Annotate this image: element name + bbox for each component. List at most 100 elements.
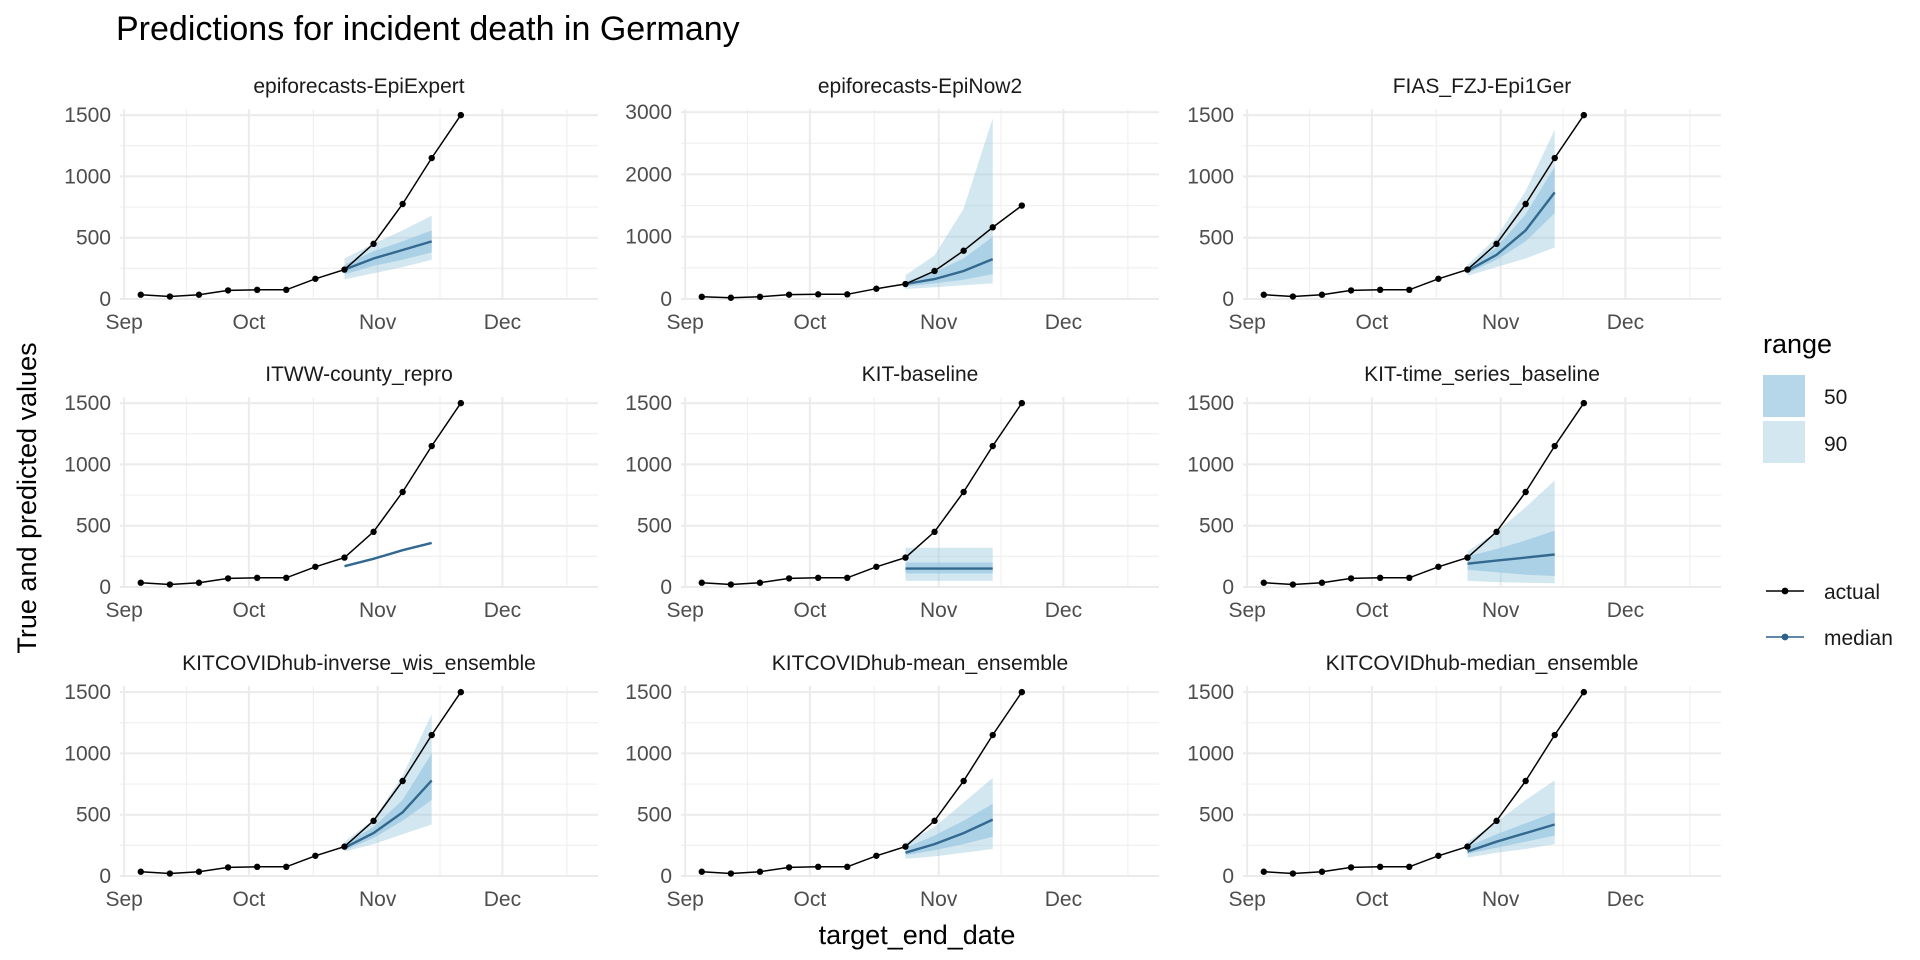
- x-tick-label: Nov: [920, 888, 958, 911]
- actual-point: [1347, 575, 1355, 582]
- x-tick-label: Sep: [666, 599, 703, 622]
- x-tick-label: Dec: [1045, 888, 1082, 911]
- actual-point: [428, 442, 435, 450]
- legend-key-actual-point: [1781, 587, 1789, 595]
- actual-point: [195, 291, 203, 298]
- x-axis-title: target_end_date: [819, 920, 1016, 950]
- x-tick-label: Dec: [484, 888, 521, 911]
- actual-point: [370, 817, 377, 825]
- actual-point: [873, 285, 880, 292]
- actual-point: [1435, 563, 1442, 570]
- actual-line: [1263, 402, 1585, 586]
- y-tick-label: 0: [99, 288, 111, 311]
- x-tick-label: Oct: [794, 888, 827, 911]
- actual-point: [960, 488, 967, 496]
- y-tick-label: 1500: [64, 681, 111, 704]
- band-50: [1467, 530, 1555, 576]
- actual-point: [989, 224, 996, 231]
- actual-point: [1318, 291, 1326, 298]
- actual-point: [1260, 868, 1267, 875]
- median-line: [343, 779, 433, 849]
- y-tick-label: 500: [1199, 515, 1234, 538]
- actual-point: [1318, 868, 1326, 875]
- actual-point: [902, 280, 909, 288]
- actual-point: [698, 579, 705, 586]
- y-tick-label: 500: [637, 804, 672, 827]
- y-tick-label: 1500: [64, 104, 111, 127]
- actual-point: [814, 574, 822, 582]
- actual-point: [312, 852, 319, 859]
- actual-point: [1018, 399, 1026, 407]
- y-tick-label: 1000: [625, 226, 672, 249]
- median-line: [1467, 553, 1555, 565]
- y-tick-label: 500: [637, 515, 672, 538]
- actual-point: [1551, 731, 1558, 739]
- y-tick-label: 0: [99, 576, 111, 599]
- x-tick-label: Sep: [1228, 311, 1265, 334]
- median-line: [344, 541, 432, 568]
- legend-label-50: 50: [1824, 386, 1847, 409]
- x-tick-label: Dec: [484, 599, 521, 622]
- actual-point: [428, 731, 435, 739]
- actual-line: [1263, 691, 1585, 875]
- facet-strip-title: epiforecasts-EpiNow2: [818, 75, 1022, 98]
- actual-point: [399, 777, 406, 785]
- x-tick-label: Oct: [794, 311, 827, 334]
- y-axis-title: True and predicted values: [12, 342, 42, 653]
- actual-point: [195, 868, 203, 875]
- y-tick-label: 1000: [1187, 742, 1234, 765]
- facet-strip-title: epiforecasts-EpiExpert: [253, 75, 464, 98]
- facet-strip-title: KITCOVIDhub-median_ensemble: [1326, 652, 1639, 675]
- x-tick-label: Nov: [1482, 599, 1520, 622]
- y-tick-label: 500: [1199, 227, 1234, 250]
- y-tick-label: 1000: [64, 453, 111, 476]
- facet-panel: 0 1000 2000 3000 Sep Oct Nov Dec epiforecasts-Ep…: [625, 75, 1159, 334]
- actual-line: [1263, 114, 1585, 298]
- facet-panels: 0 500 1000 1500 Sep Oct Nov Dec epiforecasts-Epi…: [64, 75, 1721, 911]
- actual-point: [756, 579, 764, 586]
- x-tick-label: Sep: [105, 888, 142, 911]
- actual-point: [814, 863, 822, 871]
- x-tick-label: Nov: [359, 599, 397, 622]
- actual-point: [902, 554, 909, 561]
- x-tick-label: Nov: [920, 311, 958, 334]
- actual-point: [341, 843, 348, 850]
- y-tick-label: 1000: [64, 165, 111, 188]
- y-tick-label: 1000: [625, 453, 672, 476]
- median-line: [1467, 823, 1556, 853]
- actual-point: [253, 863, 261, 871]
- actual-point: [312, 275, 319, 282]
- actual-point: [931, 817, 938, 825]
- actual-point: [931, 528, 938, 536]
- actual-point: [1464, 554, 1471, 561]
- actual-point: [137, 579, 144, 586]
- legend-key-50: [1763, 375, 1805, 417]
- band-90: [344, 714, 432, 852]
- x-tick-label: Oct: [1356, 311, 1389, 334]
- y-tick-label: 0: [1222, 576, 1234, 599]
- actual-point: [1493, 528, 1500, 536]
- actual-point: [457, 111, 465, 119]
- facet-panel: 0 500 1000 1500 Sep Oct Nov Dec KITCOVIDhub-inve…: [64, 652, 598, 911]
- actual-point: [844, 291, 851, 298]
- actual-point: [814, 291, 822, 298]
- band-50: [344, 753, 432, 851]
- actual-point: [1260, 579, 1267, 586]
- actual-point: [341, 266, 348, 273]
- x-tick-label: Oct: [794, 599, 827, 622]
- legend: range 50 90 actual median: [1763, 329, 1893, 650]
- actual-point: [785, 291, 793, 298]
- x-tick-label: Dec: [1045, 311, 1082, 334]
- actual-point: [727, 581, 735, 588]
- actual-point: [727, 294, 735, 301]
- x-tick-label: Oct: [233, 311, 266, 334]
- x-tick-label: Dec: [1045, 599, 1082, 622]
- median-line: [905, 257, 994, 286]
- y-tick-label: 1000: [625, 742, 672, 765]
- actual-point: [137, 868, 144, 875]
- facet-panel: 0 500 1000 1500 Sep Oct Nov Dec KITCOVIDhub-mean…: [625, 652, 1159, 911]
- facet-panel: 0 500 1000 1500 Sep Oct Nov Dec KIT-baseline: [625, 363, 1159, 622]
- band-50: [905, 236, 993, 287]
- facet-strip-title: ITWW-county_repro: [265, 363, 453, 386]
- actual-point: [341, 554, 348, 561]
